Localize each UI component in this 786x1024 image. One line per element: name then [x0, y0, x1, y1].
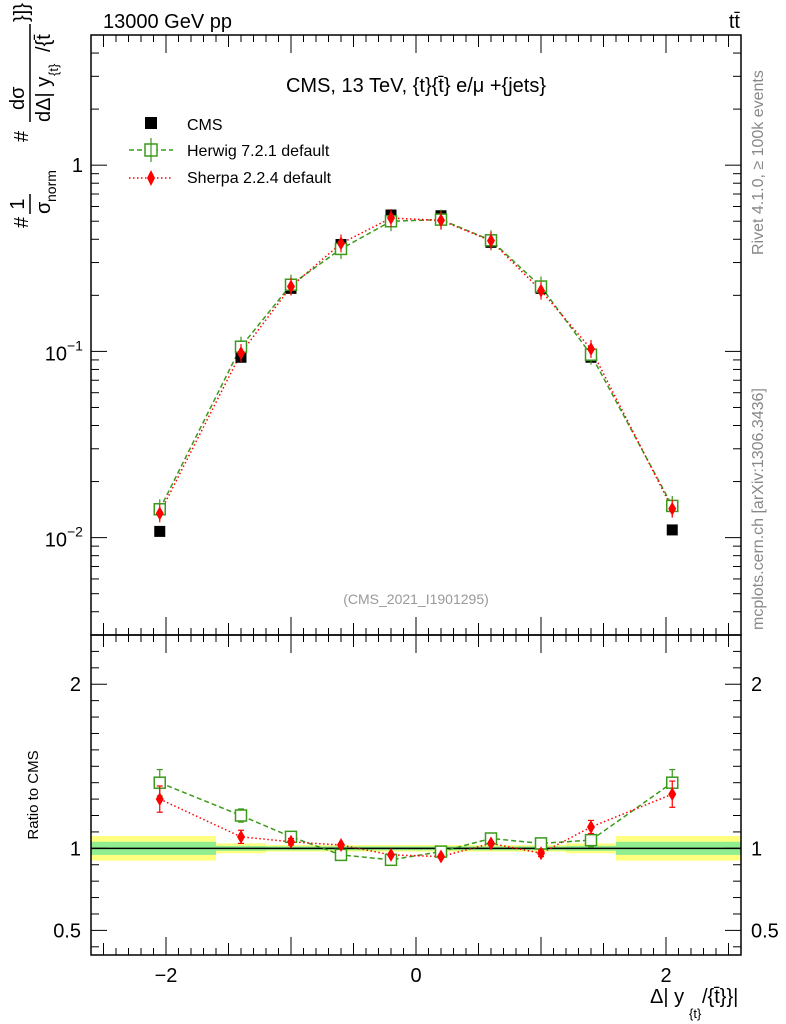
ratio-axis-ticks: 0.5 0.5 1 1 2 2 −2 0 2 [53, 635, 779, 987]
ratio-point-sherpa [537, 846, 545, 861]
rivet-label: Rivet 4.1.0, ≥ 100k events [750, 70, 767, 255]
main-y-axis-label: # 1 σ norm # dσ dΔ| y {t} /{t̄ }]} [7, 3, 61, 228]
analysis-watermark: (CMS_2021_I1901295) [343, 591, 489, 607]
main-point-sherpa [587, 342, 595, 357]
main-point-sherpa [387, 211, 395, 226]
legend-sherpa-marker [147, 170, 155, 186]
main-point-cms [154, 525, 166, 537]
ylabel-hash-1: # [11, 216, 33, 228]
ratio-y-tick-label-left: 0.5 [53, 920, 81, 942]
main-line-herwig [159, 218, 673, 510]
main-point-sherpa [337, 236, 345, 251]
ylabel-norm-numerator: 1 [7, 198, 29, 209]
ylabel-deriv-numerator: dσ [7, 86, 29, 110]
ratio-y-tick-label-right: 2 [751, 674, 762, 696]
legend-cms-label: CMS [187, 117, 223, 134]
main-point-sherpa [437, 213, 445, 228]
ylabel-deriv-subscript: {t} [46, 63, 61, 76]
ratio-point-herwig [584, 833, 598, 847]
ratio-x-tick-label: −2 [155, 965, 178, 987]
xlabel-suffix: /{t̄}}| [702, 986, 738, 1008]
ratio-frame [90, 634, 742, 956]
ratio-point-sherpa [287, 834, 295, 849]
mcplots-label: mcplots.cern.ch [arXiv:1306.3436] [750, 388, 767, 630]
xlabel-sub: {t} [689, 1006, 702, 1021]
x-axis-label: Δ| y {t} /{t̄}}| [650, 986, 738, 1021]
plot-title: CMS, 13 TeV, {t}{t̄} e/μ +{jets} [286, 75, 546, 97]
ratio-point-sherpa [387, 847, 395, 862]
ratio-point-sherpa [437, 849, 445, 864]
ratio-series-layer [153, 768, 679, 867]
main-y-tick-label-base: 10 [45, 530, 67, 552]
ylabel-deriv-suffix: /{t̄ [33, 34, 55, 52]
ratio-point-sherpa [237, 829, 245, 844]
ratio-y-tick-label-left: 2 [70, 674, 81, 696]
main-point-sherpa [537, 283, 545, 298]
ratio-y-tick-label-right: 1 [751, 838, 762, 860]
ratio-y-tick-label-left: 1 [70, 838, 81, 860]
main-y-tick-label: 1 [72, 155, 83, 177]
process-label: tt̄ [729, 11, 741, 33]
main-y-tick-label-exp: −1 [67, 337, 83, 353]
ratio-point-sherpa [487, 836, 495, 851]
ratio-y-tick-label-right: 0.5 [751, 920, 779, 942]
ratio-x-tick-label: 2 [660, 965, 671, 987]
main-point-sherpa [287, 279, 295, 294]
ratio-y-axis-label: Ratio to CMS [25, 750, 42, 839]
ratio-x-tick-label: 0 [410, 965, 421, 987]
main-point-sherpa [237, 346, 245, 361]
main-point-sherpa [487, 233, 495, 248]
main-series-layer [153, 209, 679, 537]
main-y-tick-label-exp: −2 [67, 524, 83, 540]
energy-label: 13000 GeV pp [103, 11, 232, 33]
xlabel-main: Δ| y [650, 986, 684, 1008]
ratio-point-sherpa [337, 838, 345, 853]
ylabel-norm-subscript: norm [43, 170, 59, 202]
main-axis-ticks: 10 −210 −11 [45, 34, 741, 636]
main-point-sherpa [155, 506, 164, 521]
ratio-point-herwig [234, 809, 248, 822]
ylabel-hash-2: # [11, 130, 33, 142]
ratio-point-sherpa [587, 820, 595, 834]
ratio-point-sherpa [668, 787, 677, 802]
legend-herwig-label: Herwig 7.2.1 default [187, 143, 330, 160]
ylabel-closing: }]} [11, 3, 33, 22]
ylabel-deriv-denominator: dΔ| y [33, 77, 55, 122]
main-point-sherpa [668, 501, 677, 516]
ylabel-norm-denominator: σ [33, 201, 55, 214]
main-line-sherpa [159, 217, 673, 514]
legend-cms-marker [145, 117, 157, 129]
legend: CMS Herwig 7.2.1 default Sherpa 2.2.4 de… [129, 117, 332, 187]
legend-sherpa-label: Sherpa 2.2.4 default [187, 170, 332, 187]
main-point-cms [666, 524, 678, 536]
ratio-line-herwig [159, 781, 673, 861]
ratio-point-sherpa [155, 792, 164, 807]
main-y-tick-label-base: 10 [45, 343, 67, 365]
